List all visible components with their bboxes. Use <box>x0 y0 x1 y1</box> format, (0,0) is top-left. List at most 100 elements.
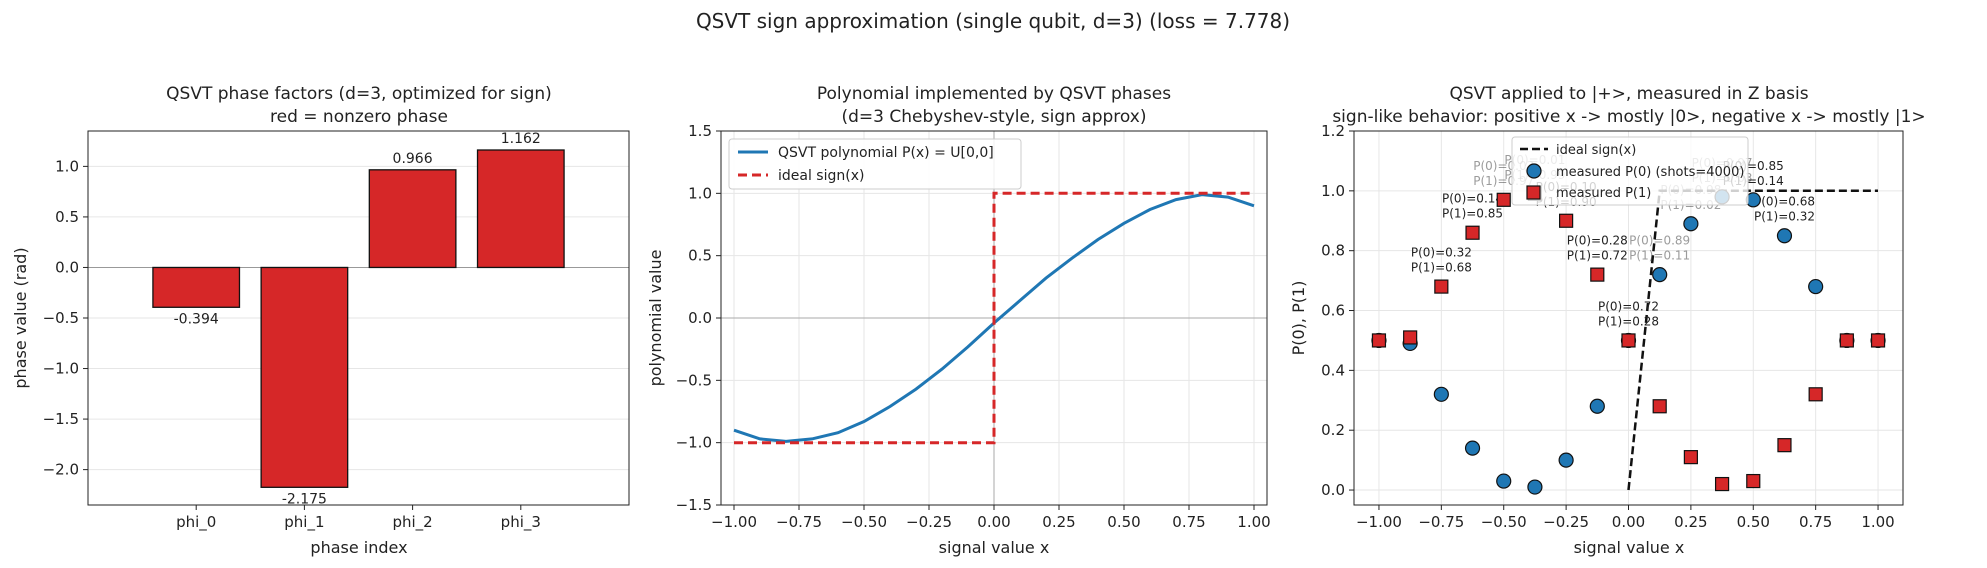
chart1-ytick-label: −0.5 <box>43 309 79 327</box>
chart3-annotation-p1: P(1)=0.32 <box>1754 210 1815 224</box>
chart3-point-p0 <box>1558 452 1574 468</box>
chart3-xlabel: signal value x <box>1574 538 1685 557</box>
chart3-annotation-p1: P(1)=0.11 <box>1629 249 1690 263</box>
chart3-ytick-label: 1.2 <box>1321 122 1345 140</box>
chart1-value-label: -2.175 <box>282 491 327 507</box>
chart2-ytick-label: −1.0 <box>676 434 712 452</box>
chart3-point-p1 <box>1746 473 1761 489</box>
chart3-point-p0 <box>1464 440 1481 456</box>
chart2-xlabel: signal value x <box>939 538 1050 557</box>
chart1-bar-phi_3 <box>476 149 565 269</box>
chart2-xtick-label: 0.00 <box>977 513 1010 531</box>
chart3-annotation-p0: P(0)=0.89 <box>1629 234 1690 248</box>
chart2-xtick-label: −1.00 <box>711 513 757 531</box>
chart2-ylabel: polynomial value <box>646 250 665 387</box>
chart3-xtick-label: 1.00 <box>1861 513 1894 531</box>
chart2-legend-label-poly: QSVT polynomial P(x) = U[0,0] <box>778 145 994 161</box>
chart3-series-ideal-sign-line <box>1627 189 1878 491</box>
chart2-title-line1: Polynomial implemented by QSVT phases <box>817 84 1171 104</box>
chart3-point-p1 <box>1714 476 1730 492</box>
chart3-annotation-p0: P(0)=0.68 <box>1754 195 1815 209</box>
chart3-point-p1 <box>1434 279 1449 294</box>
chart2-ytick-label: 1.5 <box>688 122 712 140</box>
measurement-chart: QSVT applied to |+>, measured in Z basis… <box>1289 84 1926 557</box>
chart2-ytick-label: 0.0 <box>688 309 712 327</box>
chart3-xtick-label: 0.25 <box>1674 513 1707 531</box>
chart3-point-p0 <box>1808 278 1824 295</box>
chart3-legend-marker-p1 <box>1526 185 1541 200</box>
chart2-ytick-label: 0.5 <box>688 247 712 265</box>
chart3-legend-label-sign: ideal sign(x) <box>1556 143 1636 158</box>
chart1-xtick-label: phi_3 <box>501 513 541 532</box>
chart2-series-sign-line <box>734 191 1254 445</box>
chart3-legend-label-p0: measured P(0) (shots=4000) <box>1556 165 1744 180</box>
chart3-point-p1 <box>1683 450 1698 465</box>
chart1-ylabel: phase value (rad) <box>11 247 30 388</box>
chart3-point-p1 <box>1590 267 1605 282</box>
chart3-annotation-p0: P(0)=0.32 <box>1411 246 1472 260</box>
chart3-xtick-label: 0.00 <box>1612 513 1645 531</box>
chart3-legend: ideal sign(x) measured P(0) (shots=4000)… <box>1511 136 1749 206</box>
chart1-xlabel: phase index <box>310 538 407 557</box>
chart3-point-p1 <box>1839 333 1854 348</box>
chart1-value-label: -0.394 <box>174 311 219 327</box>
chart2-xtick-label: 1.00 <box>1237 513 1270 531</box>
chart2-ytick-label: −1.5 <box>676 496 712 514</box>
chart3-title-line2: sign-like behavior: positive x -> mostly… <box>1332 107 1925 127</box>
chart1-ytick-label: 0.0 <box>55 258 79 276</box>
chart3-point-p0 <box>1776 228 1793 244</box>
chart3-point-p1 <box>1870 333 1886 348</box>
chart1-value-label: 0.966 <box>393 151 433 167</box>
polynomial-chart: Polynomial implemented by QSVT phases (d… <box>646 84 1271 557</box>
chart3-ytick-label: 0.6 <box>1321 302 1345 320</box>
chart3-ytick-label: 0.8 <box>1321 242 1345 260</box>
chart1-bar-phi_0 <box>152 266 241 308</box>
chart1-xtick-label: phi_1 <box>284 513 324 532</box>
chart3-title-line1: QSVT applied to |+>, measured in Z basis <box>1449 84 1808 104</box>
chart3-point-p0 <box>1433 386 1449 402</box>
figure-suptitle: QSVT sign approximation (single qubit, d… <box>696 9 1290 33</box>
chart3-point-p1 <box>1652 399 1667 414</box>
chart3-ytick-label: 0.4 <box>1321 361 1345 379</box>
chart1-ytick-label: 0.5 <box>55 208 79 226</box>
chart2-title-line2: (d=3 Chebyshev-style, sign approx) <box>842 107 1147 127</box>
chart1-value-label: 1.162 <box>501 131 541 147</box>
chart3-point-p0 <box>1652 267 1668 283</box>
chart2-legend-label-sign: ideal sign(x) <box>778 168 864 184</box>
chart3-xtick-label: 0.50 <box>1737 513 1770 531</box>
chart3-annotation-p1: P(1)=0.68 <box>1411 261 1472 275</box>
chart3-xtick-label: −1.00 <box>1356 513 1402 531</box>
chart2-legend: QSVT polynomial P(x) = U[0,0] ideal sign… <box>728 138 1022 190</box>
chart2-xtick-label: 0.75 <box>1172 513 1205 531</box>
chart3-xtick-label: −0.75 <box>1418 513 1464 531</box>
chart1-title-line2: red = nonzero phase <box>270 107 448 127</box>
chart3-point-p1 <box>1559 213 1574 228</box>
chart3-point-p0 <box>1589 398 1605 414</box>
chart1-ytick-label: −2.0 <box>43 461 79 479</box>
chart1-xtick-label: phi_0 <box>176 513 216 532</box>
chart3-ytick-label: 0.2 <box>1321 421 1345 439</box>
chart1-bar-phi_2 <box>368 169 457 269</box>
chart3-point-p1 <box>1777 438 1792 453</box>
chart1-bar-phi_1 <box>260 266 349 488</box>
chart3-annotation-p0: P(0)=0.14 <box>1442 192 1503 206</box>
phase-factors-chart: QSVT phase factors (d=3, optimized for s… <box>11 84 630 557</box>
chart3-xtick-label: −0.25 <box>1543 513 1589 531</box>
chart2-xtick-label: 0.50 <box>1107 513 1140 531</box>
chart1-ytick-label: −1.5 <box>43 410 79 428</box>
chart3-ylabel: P(0), P(1) <box>1289 281 1308 356</box>
chart3-annotation-p1: P(1)=0.85 <box>1442 207 1503 221</box>
chart3-point-p1 <box>1496 192 1511 207</box>
chart3-point-p1 <box>1371 333 1387 348</box>
chart1-ytick-label: 1.0 <box>55 157 79 175</box>
chart2-legend-box <box>728 138 1022 190</box>
chart3-legend-box <box>1511 136 1749 206</box>
chart2-xtick-label: −0.25 <box>906 513 952 531</box>
chart3-point-p1 <box>1621 333 1636 348</box>
chart2-xtick-label: −0.50 <box>841 513 887 531</box>
chart3-point-p1 <box>1808 387 1823 402</box>
chart3-point-p1 <box>1465 225 1480 240</box>
chart3-annotation-p1: P(1)=0.72 <box>1567 249 1628 263</box>
chart3-xtick-label: 0.75 <box>1799 513 1832 531</box>
